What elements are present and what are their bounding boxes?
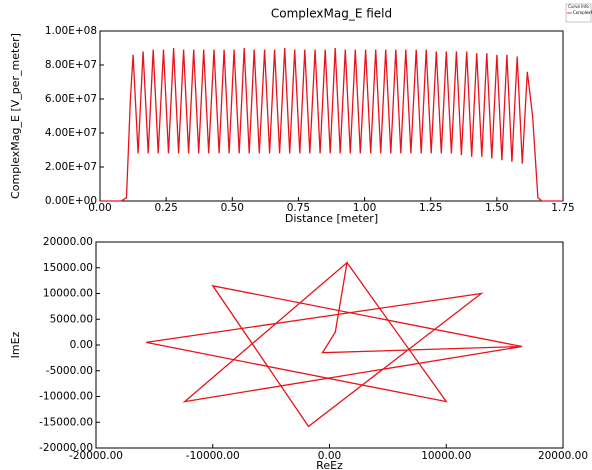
x-tick-label: 1.50 [485,202,508,214]
x-axis-label: Distance [meter] [285,212,378,225]
chart-title: ComplexMag_E field [271,7,392,21]
x-tick-label: 0.75 [287,202,310,214]
x-tick-label: 10000.00 [421,450,471,462]
y-tick-label: 4.00E+07 [45,127,97,139]
legend-box [565,3,592,23]
y-tick-label: -10000.00 [39,391,93,403]
data-line [100,47,563,202]
y-tick-label: 6.00E+07 [45,93,97,105]
y-tick-label: 2.00E+07 [45,161,97,173]
x-tick-label: 0.00 [318,450,341,462]
y-axis-label: ImEz [9,331,22,358]
x-tick-label: 0.00 [88,202,111,214]
y-tick-label: 10000.00 [43,288,93,300]
x-tick-label: 0.25 [154,202,177,214]
plot-frame [95,241,564,449]
x-tick-label: -10000.00 [186,450,240,462]
y-tick-label: -15000.00 [39,416,93,428]
data-line [146,260,523,428]
x-tick-label: 0.50 [221,202,244,214]
legend-title: Curve Info [568,4,589,9]
plot-frame [99,30,564,202]
y-tick-label: 1.00E+08 [45,25,97,37]
y-tick-label: -5000.00 [46,365,93,377]
y-axis-label: ComplexMag_E [V_per_meter] [9,33,22,199]
y-tick-label: -20000.00 [39,442,93,454]
y-tick-label: 20000.00 [43,236,93,248]
y-tick-label: 15000.00 [43,262,93,274]
y-tick-label: 0.00E+00 [45,195,97,207]
x-tick-label: 20000.00 [538,450,588,462]
legend-entry: ComplexMag_E [573,10,592,15]
x-tick-label: 1.00 [353,202,376,214]
y-tick-label: 0.00 [70,339,93,351]
x-axis-label: ReEz [316,459,343,470]
y-tick-label: 5000.00 [50,313,93,325]
x-tick-label: 1.75 [551,202,574,214]
y-tick-label: 8.00E+07 [45,59,97,71]
x-tick-label: -20000.00 [69,450,123,462]
x-tick-label: 1.25 [419,202,442,214]
